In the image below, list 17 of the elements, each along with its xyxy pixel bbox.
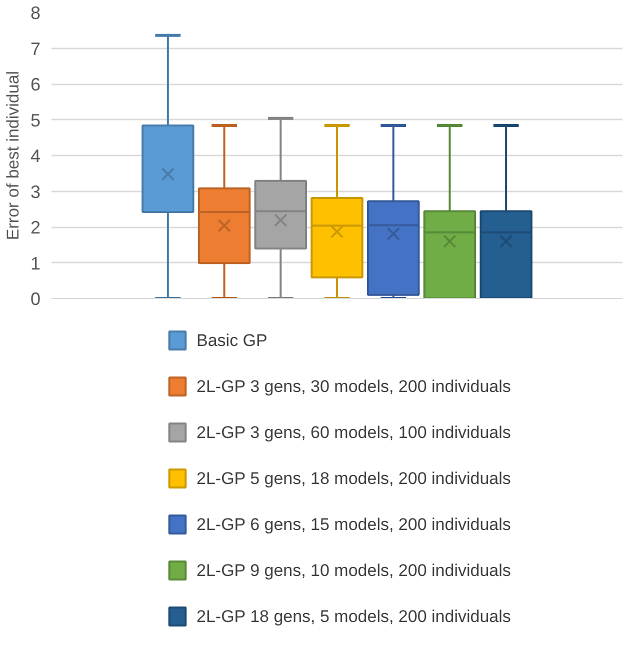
y-tick-label: 1 [30, 253, 41, 274]
legend-label: 2L-GP 18 gens, 5 models, 200 individuals [196, 607, 511, 626]
y-tick-label: 4 [30, 146, 41, 166]
y-axis-title: Error of best individual [3, 70, 22, 240]
y-tick-label: 7 [30, 38, 41, 59]
y-tick-label: 5 [30, 110, 41, 130]
y-tick-label: 6 [30, 74, 41, 94]
legend-label: 2L-GP 3 gens, 60 models, 100 individuals [196, 423, 511, 442]
y-tick-label: 0 [30, 289, 41, 309]
legend-label: 2L-GP 3 gens, 30 models, 200 individuals [196, 377, 511, 396]
legend-label: 2L-GP 5 gens, 18 models, 200 individuals [196, 469, 511, 488]
y-tick-label: 2 [30, 218, 41, 238]
legend-label: Basic GP [196, 331, 268, 350]
y-tick-label: 3 [30, 182, 41, 202]
y-tick-label: 8 [30, 3, 41, 23]
legend-label: 2L-GP 9 gens, 10 models, 200 individuals [196, 561, 511, 580]
legend-label: 2L-GP 6 gens, 15 models, 200 individuals [196, 515, 511, 534]
